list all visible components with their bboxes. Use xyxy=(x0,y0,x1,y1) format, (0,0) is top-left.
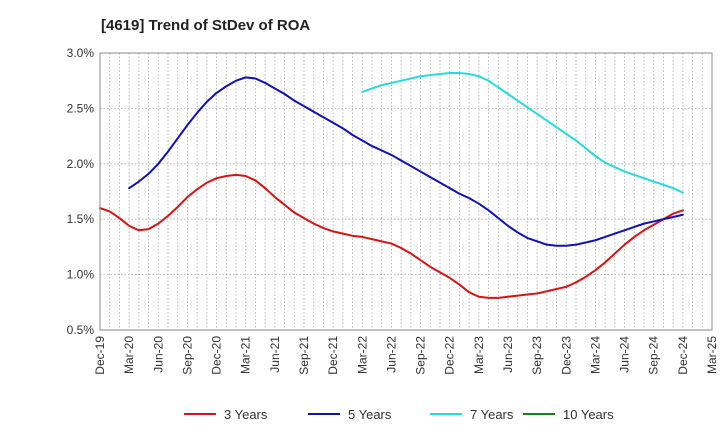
y-tick-label: 3.0% xyxy=(67,46,95,60)
y-tick-label: 2.0% xyxy=(67,157,95,171)
x-tick-label: Dec-22 xyxy=(443,336,457,375)
x-tick-label: Jun-22 xyxy=(384,336,398,373)
x-tick-label: Dec-19 xyxy=(93,336,107,375)
x-tick-label: Dec-20 xyxy=(210,336,224,375)
x-tick-label: Mar-22 xyxy=(355,336,369,374)
y-tick-label: 1.5% xyxy=(67,212,95,226)
legend-label: 5 Years xyxy=(348,407,392,422)
x-tick-label: Jun-21 xyxy=(268,336,282,373)
x-axis: Dec-19 Mar-20 Jun-20 Sep-20 Dec-20 Mar-21 Jun-… xyxy=(93,336,719,375)
x-tick-label: Sep-24 xyxy=(647,336,661,375)
legend: 3 Years 5 Years 7 Years 10 Years xyxy=(184,407,614,422)
x-tick-label: Mar-21 xyxy=(239,336,253,374)
x-tick-label: Mar-20 xyxy=(122,336,136,374)
x-tick-label: Jun-23 xyxy=(501,336,515,373)
plot-area xyxy=(100,53,712,330)
x-tick-label: Mar-25 xyxy=(705,336,719,374)
series-lines xyxy=(99,71,684,299)
legend-label: 10 Years xyxy=(563,407,614,422)
x-tick-label: Sep-20 xyxy=(180,336,194,375)
y-axis: 3.0% 2.5% 2.0% 1.5% 1.0% 0.5% xyxy=(67,46,95,337)
y-tick-label: 0.5% xyxy=(67,323,95,337)
y-tick-label: 1.0% xyxy=(67,268,95,282)
legend-label: 3 Years xyxy=(224,407,268,422)
x-tick-label: Sep-23 xyxy=(530,336,544,375)
y-tick-label: 2.5% xyxy=(67,101,95,115)
chart-title: [4619] Trend of StDev of ROA xyxy=(101,17,310,34)
x-tick-label: Dec-21 xyxy=(326,336,340,375)
x-tick-label: Jun-20 xyxy=(151,336,165,373)
x-tick-label: Mar-23 xyxy=(472,336,486,374)
series-line-3-years xyxy=(99,173,684,299)
legend-label: 7 Years xyxy=(470,407,514,422)
x-tick-label: Mar-24 xyxy=(588,336,602,374)
x-tick-label: Dec-23 xyxy=(559,336,573,375)
series-line-5-years xyxy=(128,76,684,247)
x-tick-label: Sep-21 xyxy=(297,336,311,375)
x-tick-label: Jun-24 xyxy=(618,336,632,373)
series-line-7-years xyxy=(361,71,684,194)
x-tick-label: Sep-22 xyxy=(414,336,428,375)
plot-border xyxy=(99,52,713,331)
x-tick-label: Dec-24 xyxy=(676,336,690,375)
